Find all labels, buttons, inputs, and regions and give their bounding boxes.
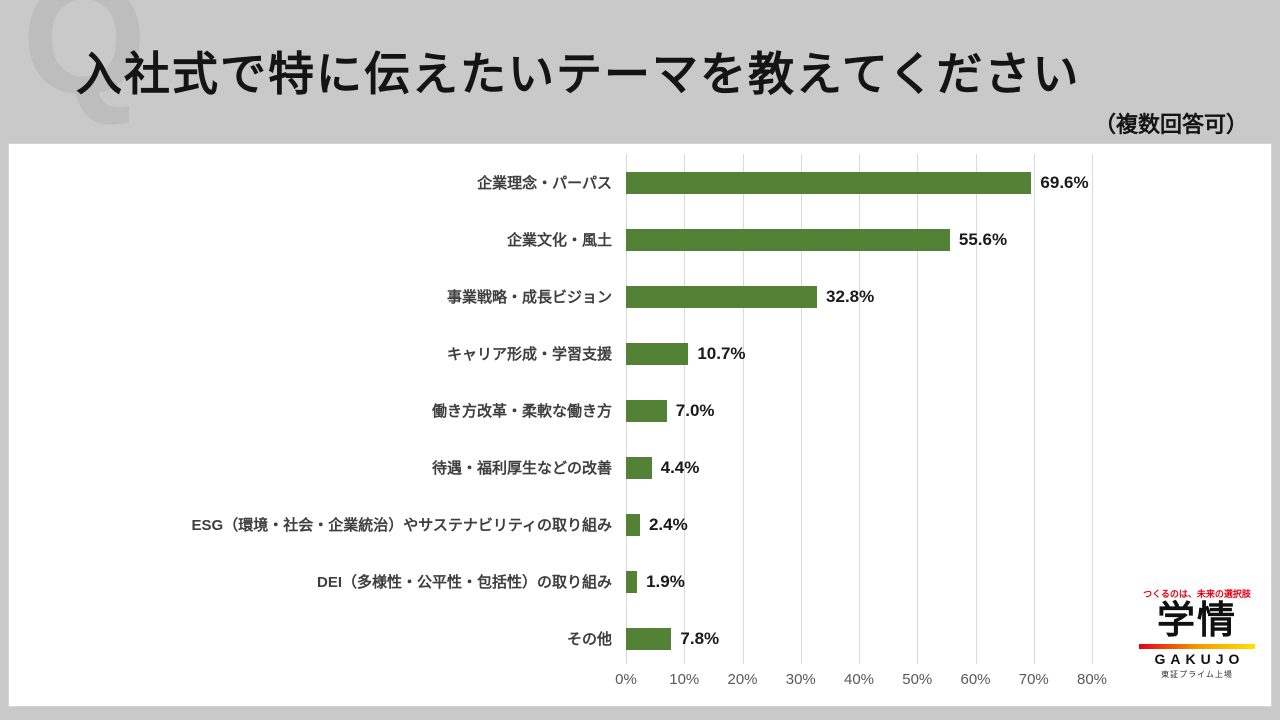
x-tick-label: 30% [785, 671, 816, 688]
value-label: 55.6% [958, 229, 1008, 249]
x-tick-label: 70% [1018, 671, 1049, 688]
category-label: 待遇・福利厚生などの改善 [431, 460, 612, 477]
bar [626, 627, 672, 650]
multiple-answers-note: （複数回答可） [1093, 112, 1248, 137]
bar [626, 399, 667, 422]
gridline [684, 154, 686, 664]
bar-cell: 10.7% [626, 325, 1092, 382]
value-label: 4.4% [660, 457, 700, 477]
gakujo-logo: つくるのは、未来の選択肢 学情 GAKUJO 東証プライム上場 [1139, 587, 1255, 680]
logo-tagline: つくるのは、未来の選択肢 [1143, 589, 1251, 600]
bar-chart: 企業理念・パーパス 69.6% 企業文化・風土 55.6% 事業戦略・成長ビジョン 32.… [9, 154, 1092, 667]
gridline [1092, 154, 1093, 664]
value-label: 69.6% [1040, 172, 1089, 192]
logo-name-en: GAKUJO [1154, 651, 1245, 667]
category-label: キャリア形成・学習支援 [446, 346, 612, 363]
gridline [917, 154, 919, 664]
gridline [859, 154, 860, 664]
category-label: 企業理念・パーパス [477, 175, 612, 192]
bar-cell: 1.9% [626, 553, 1092, 610]
x-tick-label: 0% [615, 671, 637, 688]
bar-cell: 4.4% [626, 439, 1092, 496]
bar [626, 285, 818, 308]
gridline [800, 154, 802, 664]
x-tick-label: 10% [669, 671, 700, 688]
x-tick-label: 60% [960, 671, 991, 688]
bar-row: 企業文化・風土 55.6% [9, 211, 1092, 268]
category-label: 働き方改革・柔軟な働き方 [431, 403, 612, 420]
bar-cell: 7.8% [626, 610, 1092, 667]
bar [626, 342, 689, 365]
value-label: 1.9% [646, 571, 685, 591]
x-tick-label: 20% [727, 671, 758, 688]
value-label: 32.8% [826, 286, 875, 306]
bar [626, 513, 640, 536]
category-label: 企業文化・風土 [506, 232, 612, 249]
value-label: 2.4% [648, 514, 688, 534]
x-tick-label: 50% [902, 671, 933, 688]
bar-row: キャリア形成・学習支援 10.7% [9, 325, 1092, 382]
q-watermark: Q [22, 0, 147, 127]
bar-row: 待遇・福利厚生などの改善 4.4% [9, 439, 1092, 496]
bar [626, 456, 652, 479]
bar-row: ESG（環境・社会・企業統治）やサステナビリティの取り組み 2.4% [9, 496, 1092, 553]
value-label: 7.8% [680, 628, 720, 648]
gridline [742, 154, 744, 664]
bar-row: 働き方改革・柔軟な働き方 7.0% [9, 382, 1092, 439]
logo-name: 学情 [1156, 600, 1237, 643]
value-label: 7.0% [675, 400, 715, 420]
value-label: 10.7% [697, 343, 746, 363]
x-tick-label: 40% [843, 671, 875, 688]
category-label: その他 [566, 631, 612, 648]
bar [626, 171, 1032, 194]
bar-cell: 32.8% [626, 268, 1092, 325]
x-axis: 0% 10% 20% 30% 40% 50% 60% 70% 80% [615, 671, 1107, 693]
category-label: ESG（環境・社会・企業統治）やサステナビリティの取り組み [191, 517, 612, 534]
category-label: 事業戦略・成長ビジョン [446, 289, 612, 306]
chart-panel: 企業理念・パーパス 69.6% 企業文化・風土 55.6% 事業戦略・成長ビジョン 32.… [8, 143, 1272, 707]
logo-listing-label: 東証プライム上場 [1161, 670, 1233, 679]
gridline [975, 154, 977, 664]
bar-row: その他 7.8% [9, 610, 1092, 667]
bar-row: 事業戦略・成長ビジョン 32.8% [9, 268, 1092, 325]
bar-row: DEI（多様性・公平性・包括性）の取り組み 1.9% [9, 553, 1092, 610]
bar-row: 企業理念・パーパス 69.6% [9, 154, 1092, 211]
logo-gradient-bar [1139, 644, 1255, 649]
bar-cell: 55.6% [626, 211, 1092, 268]
gridline [1033, 154, 1035, 664]
x-tick-label: 80% [1076, 671, 1108, 688]
bar-cell: 7.0% [626, 382, 1092, 439]
bar-cell: 69.6% [626, 154, 1092, 211]
bar [626, 570, 638, 593]
bar-cell: 2.4% [626, 496, 1092, 553]
category-label: DEI（多様性・公平性・包括性）の取り組み [316, 574, 612, 591]
bar [626, 228, 950, 251]
page-title: 入社式で特に伝えたいテーマを教えてください [76, 48, 1081, 100]
header-banner: Q 入社式で特に伝えたいテーマを教えてください （複数回答可） [0, 0, 1280, 143]
